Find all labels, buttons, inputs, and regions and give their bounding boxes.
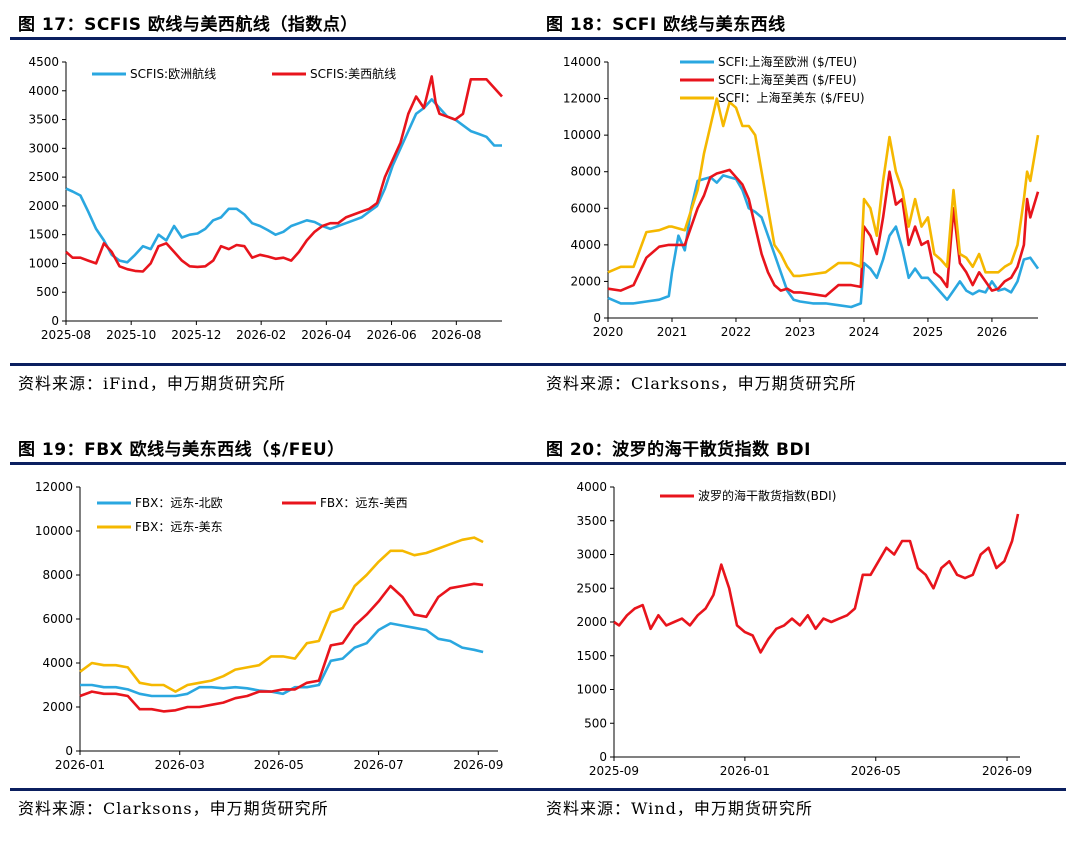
x-tick-label: 2026-05 — [851, 764, 901, 778]
y-tick-label: 0 — [65, 744, 73, 758]
y-tick-label: 6000 — [570, 201, 601, 215]
y-tick-label: 0 — [593, 311, 601, 325]
x-tick-label: 2025-10 — [106, 328, 156, 342]
source-rule — [10, 788, 538, 791]
title-rule — [10, 462, 538, 465]
series-line-1 — [613, 513, 1020, 654]
legend-label: SCFI:上海至欧洲 ($/TEU) — [718, 54, 857, 69]
y-tick-label: 3500 — [576, 514, 607, 528]
y-tick-label: 2000 — [28, 199, 59, 213]
y-tick-label: 12000 — [563, 92, 601, 106]
x-tick-label: 2026-03 — [155, 758, 205, 772]
y-tick-label: 4000 — [42, 656, 73, 670]
title-rule — [538, 37, 1066, 40]
legend-label: FBX：远东-美西 — [320, 496, 408, 510]
x-tick-label: 2026-09 — [982, 764, 1032, 778]
series-line-3 — [607, 97, 1040, 278]
y-tick-label: 12000 — [35, 480, 73, 494]
y-tick-label: 500 — [36, 285, 59, 299]
y-tick-label: 3500 — [28, 113, 59, 127]
x-tick-label: 2024 — [849, 325, 880, 339]
y-tick-label: 1500 — [576, 649, 607, 663]
chart-title: 图 19：FBX 欧线与美东西线（$/FEU） — [18, 440, 345, 460]
y-tick-label: 1000 — [576, 683, 607, 697]
x-tick-label: 2023 — [785, 325, 816, 339]
legend-label: SCFI:上海至美西 ($/FEU) — [718, 72, 857, 87]
x-tick-label: 2025 — [913, 325, 944, 339]
series-line-1 — [65, 98, 502, 264]
x-tick-label: 2026-04 — [301, 328, 351, 342]
chart-source: 资料来源：Wind，申万期货研究所 — [546, 799, 813, 818]
legend-label: SCFI：上海至美东 ($/FEU) — [718, 90, 865, 105]
x-tick-label: 2026-01 — [55, 758, 105, 772]
y-tick-label: 2500 — [28, 170, 59, 184]
y-tick-label: 8000 — [42, 568, 73, 582]
y-tick-label: 6000 — [42, 612, 73, 626]
x-tick-label: 2026-09 — [453, 758, 503, 772]
chart-title: 图 18：SCFI 欧线与美东西线 — [546, 15, 786, 35]
legend-label: SCFIS:欧洲航线 — [130, 66, 216, 81]
x-tick-label: 2026-07 — [354, 758, 404, 772]
y-tick-label: 0 — [51, 314, 59, 328]
x-tick-label: 2025-08 — [41, 328, 91, 342]
legend-label: FBX：远东-北欧 — [135, 496, 223, 510]
series-line-3 — [79, 536, 484, 693]
series-line-2 — [65, 75, 503, 273]
scfi-line-chart: 0 2000 4000 6000 8000 10000 12000 14000 2020 2021… — [563, 54, 1040, 339]
y-tick-label: 4000 — [576, 480, 607, 494]
y-tick-label: 500 — [584, 716, 607, 730]
x-tick-label: 2026-06 — [366, 328, 416, 342]
legend-label: SCFIS:美西航线 — [310, 66, 396, 81]
chart-source: 资料来源：Clarksons，申万期货研究所 — [18, 799, 329, 818]
chart-panel-2: 图 18：SCFI 欧线与美东西线 0 2000 4000 6000 8000 10000… — [538, 0, 1066, 420]
x-tick-label: 2026-02 — [236, 328, 286, 342]
title-rule — [538, 462, 1066, 465]
x-tick-label: 2026-05 — [254, 758, 304, 772]
x-tick-label: 2021 — [657, 325, 688, 339]
y-tick-label: 4500 — [28, 55, 59, 69]
y-tick-label: 2500 — [576, 581, 607, 595]
chart-title: 图 20：波罗的海干散货指数 BDI — [546, 440, 811, 460]
y-tick-label: 4000 — [570, 238, 601, 252]
y-tick-label: 8000 — [570, 165, 601, 179]
x-tick-label: 2020 — [593, 325, 624, 339]
x-tick-label: 2022 — [721, 325, 752, 339]
title-rule — [10, 37, 538, 40]
y-tick-label: 2000 — [576, 615, 607, 629]
fbx-line-chart: 0 2000 4000 6000 8000 10000 12000 2026-01 2026-0… — [35, 480, 504, 772]
y-tick-label: 0 — [599, 750, 607, 764]
x-tick-label: 2026 — [977, 325, 1008, 339]
chart-panel-4: 图 20：波罗的海干散货指数 BDI 0 500 1000 1500 2000 2500 3… — [538, 425, 1066, 845]
source-rule — [10, 363, 538, 366]
y-tick-label: 2000 — [570, 274, 601, 288]
y-tick-label: 14000 — [563, 55, 601, 69]
source-rule — [538, 788, 1066, 791]
series-line-1 — [80, 622, 484, 698]
legend-label: 波罗的海干散货指数(BDI) — [698, 488, 836, 503]
y-tick-label: 3000 — [28, 141, 59, 155]
source-rule — [538, 363, 1066, 366]
legend-label: FBX：远东-美东 — [135, 520, 223, 534]
y-tick-label: 10000 — [35, 524, 73, 538]
chart-title: 图 17：SCFIS 欧线与美西航线（指数点） — [18, 15, 358, 35]
scfis-line-chart: 0 500 1000 1500 2000 2500 3000 3500 4000 4500 2025… — [28, 55, 503, 342]
x-tick-label: 2025-09 — [589, 764, 639, 778]
bdi-line-chart: 0 500 1000 1500 2000 2500 3000 3500 4000 2025-09 2… — [576, 480, 1032, 778]
series-line-1 — [607, 174, 1040, 309]
y-tick-label: 3000 — [576, 548, 607, 562]
y-tick-label: 2000 — [42, 700, 73, 714]
x-tick-label: 2026-08 — [431, 328, 481, 342]
chart-panel-1: 图 17：SCFIS 欧线与美西航线（指数点） 0 500 1000 1500 2000… — [10, 0, 538, 420]
x-tick-label: 2026-01 — [720, 764, 770, 778]
series-line-2 — [79, 582, 484, 713]
x-tick-label: 2025-12 — [171, 328, 221, 342]
chart-source: 资料来源：Clarksons，申万期货研究所 — [546, 374, 857, 393]
y-tick-label: 1500 — [28, 228, 59, 242]
series-line-2 — [607, 168, 1040, 298]
chart-source: 资料来源：iFind，申万期货研究所 — [18, 374, 286, 393]
y-tick-label: 1000 — [28, 256, 59, 270]
chart-panel-3: 图 19：FBX 欧线与美东西线（$/FEU） 0 2000 4000 6000 800… — [10, 425, 538, 845]
y-tick-label: 4000 — [28, 84, 59, 98]
y-tick-label: 10000 — [563, 128, 601, 142]
